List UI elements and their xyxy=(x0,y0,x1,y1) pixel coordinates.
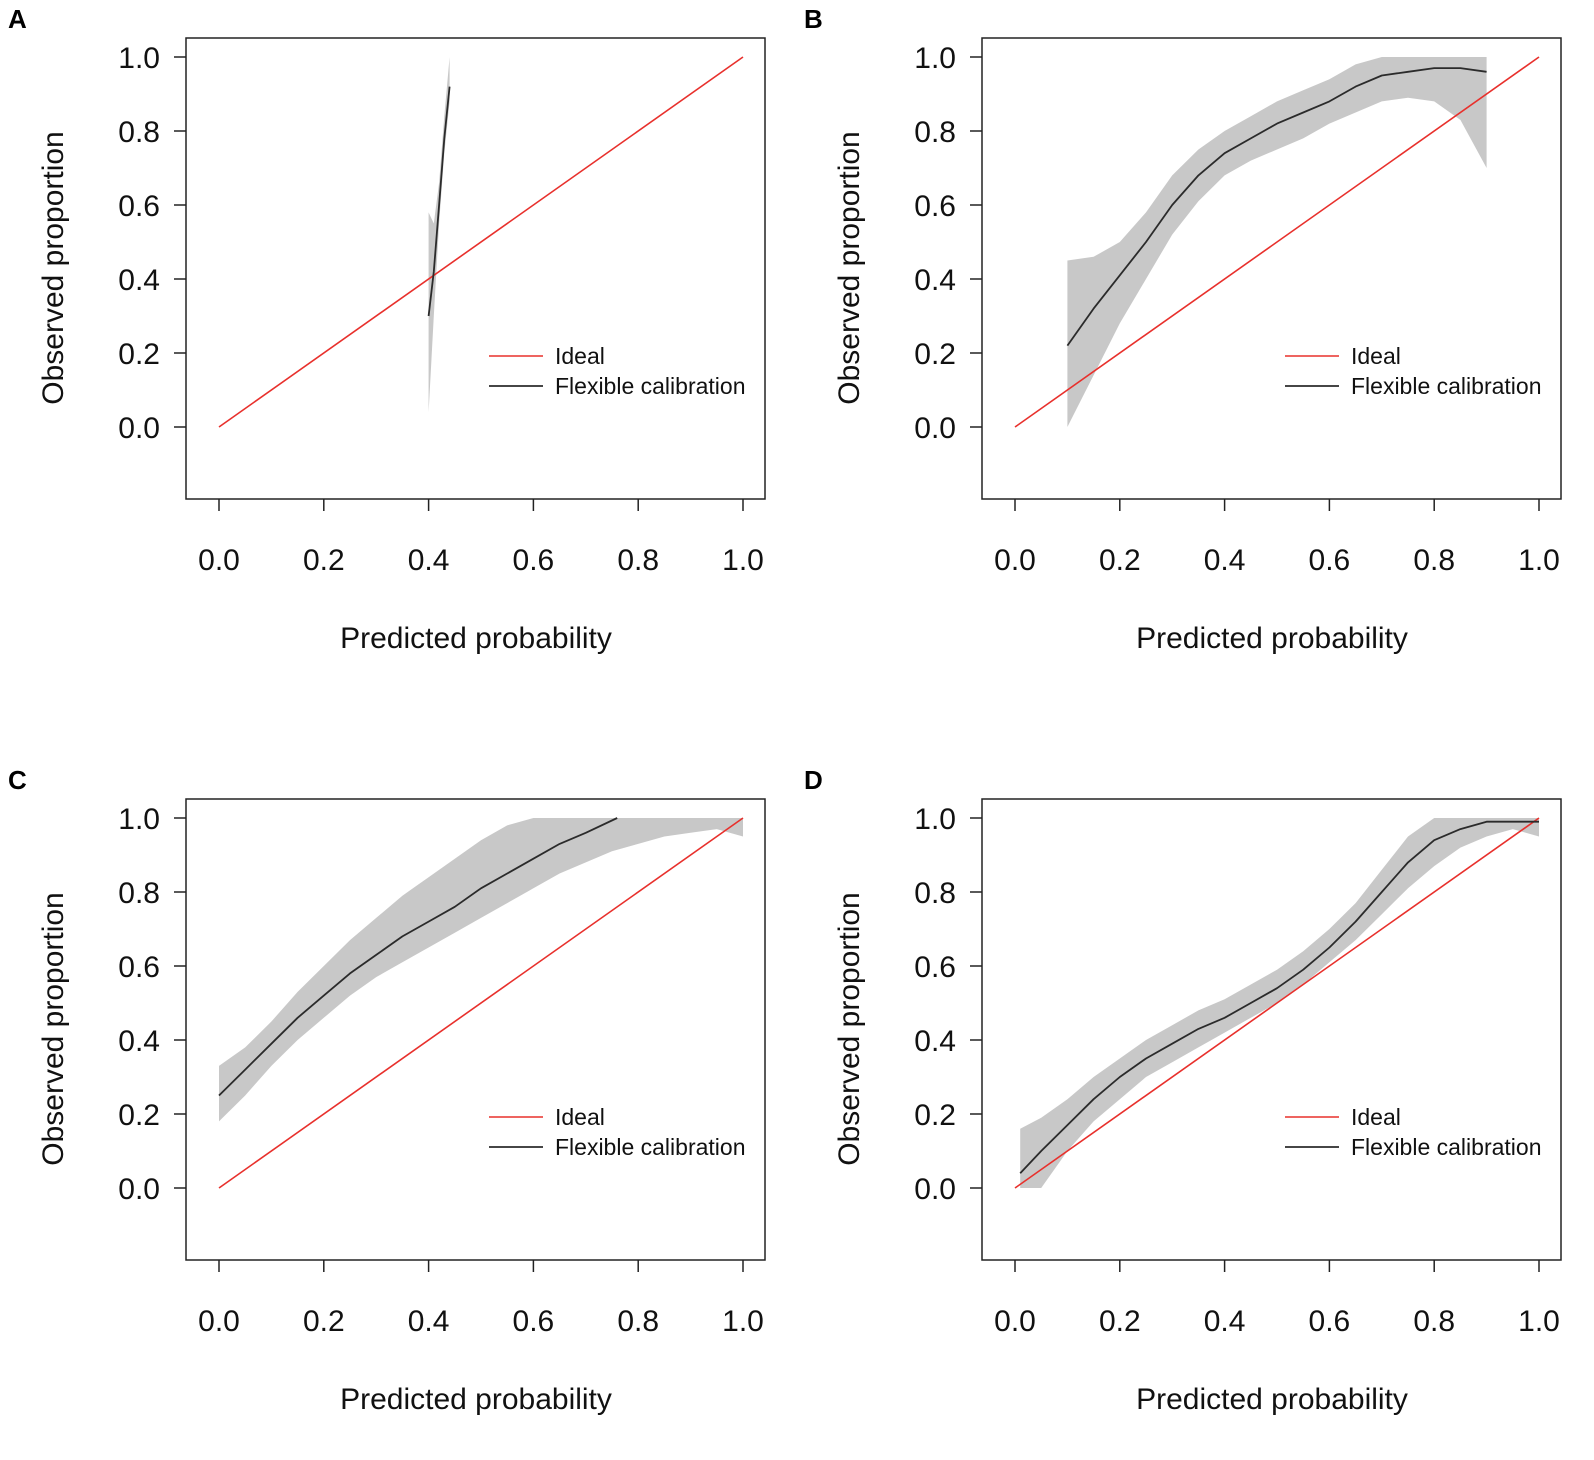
y-tick-label: 0.6 xyxy=(118,951,160,984)
x-tick-label: 0.4 xyxy=(1204,544,1246,577)
y-tick-label: 0.4 xyxy=(914,264,956,297)
y-tick-label: 0.4 xyxy=(118,1025,160,1058)
legend-flexible-label: Flexible calibration xyxy=(1351,373,1541,399)
panel-letter: B xyxy=(804,4,823,34)
x-tick-label: 0.4 xyxy=(1204,1305,1246,1338)
y-tick-label: 1.0 xyxy=(914,42,956,75)
y-axis-title: Observed proportion xyxy=(833,131,866,405)
x-tick-label: 0.2 xyxy=(1099,1305,1141,1338)
y-tick-label: 0.6 xyxy=(914,190,956,223)
plot-frame xyxy=(981,798,1562,1261)
y-tick-label: 0.6 xyxy=(914,951,956,984)
flexible-calibration-line xyxy=(1019,820,1539,1174)
panel-letter: D xyxy=(804,765,823,795)
x-tick-label: 1.0 xyxy=(722,1305,764,1338)
y-tick-label: 0.8 xyxy=(118,116,160,149)
legend: Ideal Flexible calibration xyxy=(489,1104,745,1160)
plot-frame xyxy=(185,798,766,1261)
y-tick-label: 0.2 xyxy=(118,338,160,371)
x-tick-label: 0.6 xyxy=(1309,544,1351,577)
x-tick-label: 0.8 xyxy=(617,544,659,577)
plot-frame xyxy=(981,37,1562,500)
flexible-calibration-line xyxy=(1066,67,1487,347)
confidence-band xyxy=(219,818,743,1122)
y-axis-title: Observed proportion xyxy=(37,131,70,405)
legend-ideal-label: Ideal xyxy=(555,1104,605,1130)
y-tick-label: 0.0 xyxy=(118,1173,160,1206)
x-tick-label: 0.4 xyxy=(408,544,450,577)
legend: Ideal Flexible calibration xyxy=(1285,343,1541,399)
x-tick-label: 0.6 xyxy=(1309,1305,1351,1338)
x-tick-label: 0.0 xyxy=(198,1305,240,1338)
x-tick-label: 0.8 xyxy=(1413,1305,1455,1338)
panel-letter: C xyxy=(8,765,27,795)
ideal-line xyxy=(218,56,744,428)
calibration-panel: C 0.0 0.2 0.4 0.6 0.8 1.0 0.0 0.2 0.4 0.6 0.8 1.0 Pre… xyxy=(8,765,766,1416)
x-tick-label: 0.6 xyxy=(513,544,555,577)
y-axis-title: Observed proportion xyxy=(37,892,70,1166)
calibration-panel: B 0.0 0.2 0.4 0.6 0.8 1.0 0.0 0.2 0.4 0.6 0.8 1.0 Pre… xyxy=(804,4,1562,655)
ideal-line xyxy=(218,817,744,1189)
ideal-line xyxy=(1014,817,1540,1189)
x-tick-label: 0.4 xyxy=(408,1305,450,1338)
flexible-calibration-line xyxy=(427,86,451,317)
y-axis-title: Observed proportion xyxy=(833,892,866,1166)
x-axis-title: Predicted probability xyxy=(340,1383,612,1416)
legend: Ideal Flexible calibration xyxy=(1285,1104,1541,1160)
y-tick-label: 0.6 xyxy=(118,190,160,223)
x-tick-label: 0.0 xyxy=(994,544,1036,577)
legend-flexible-label: Flexible calibration xyxy=(555,373,745,399)
x-tick-label: 0.2 xyxy=(303,544,345,577)
calibration-panel: D 0.0 0.2 0.4 0.6 0.8 1.0 0.0 0.2 0.4 0.6 0.8 1.0 Pre… xyxy=(804,765,1562,1416)
legend-flexible-label: Flexible calibration xyxy=(555,1134,745,1160)
plot-frame xyxy=(185,37,766,500)
y-tick-label: 0.4 xyxy=(914,1025,956,1058)
ideal-line xyxy=(1014,56,1540,428)
y-tick-label: 0.8 xyxy=(914,877,956,910)
y-tick-label: 1.0 xyxy=(914,803,956,836)
y-tick-label: 0.0 xyxy=(914,1173,956,1206)
y-tick-label: 0.8 xyxy=(914,116,956,149)
y-tick-label: 0.8 xyxy=(118,877,160,910)
x-axis-title: Predicted probability xyxy=(1136,622,1408,655)
flexible-calibration-line xyxy=(218,817,618,1097)
y-tick-label: 0.2 xyxy=(118,1099,160,1132)
x-tick-label: 0.2 xyxy=(303,1305,345,1338)
legend-ideal-label: Ideal xyxy=(1351,1104,1401,1130)
legend: Ideal Flexible calibration xyxy=(489,343,745,399)
x-tick-label: 0.2 xyxy=(1099,544,1141,577)
x-tick-label: 1.0 xyxy=(722,544,764,577)
legend-ideal-label: Ideal xyxy=(1351,343,1401,369)
x-tick-label: 0.8 xyxy=(617,1305,659,1338)
x-tick-label: 1.0 xyxy=(1518,1305,1560,1338)
y-tick-label: 0.2 xyxy=(914,338,956,371)
legend-flexible-label: Flexible calibration xyxy=(1351,1134,1541,1160)
y-tick-label: 1.0 xyxy=(118,803,160,836)
panel-letter: A xyxy=(8,4,27,34)
x-tick-label: 1.0 xyxy=(1518,544,1560,577)
x-tick-label: 0.0 xyxy=(994,1305,1036,1338)
y-tick-label: 0.0 xyxy=(914,412,956,445)
x-axis-title: Predicted probability xyxy=(1136,1383,1408,1416)
calibration-panel: A 0.0 0.2 0.4 0.6 0.8 1.0 0.0 0.2 0.4 0.6 0.8 1.0 Pre… xyxy=(8,4,766,655)
x-tick-label: 0.6 xyxy=(513,1305,555,1338)
x-tick-label: 0.8 xyxy=(1413,544,1455,577)
legend-ideal-label: Ideal xyxy=(555,343,605,369)
x-axis-title: Predicted probability xyxy=(340,622,612,655)
y-tick-label: 0.2 xyxy=(914,1099,956,1132)
y-tick-label: 0.4 xyxy=(118,264,160,297)
x-tick-label: 0.0 xyxy=(198,544,240,577)
y-tick-label: 0.0 xyxy=(118,412,160,445)
y-tick-label: 1.0 xyxy=(118,42,160,75)
confidence-band xyxy=(1067,57,1487,427)
